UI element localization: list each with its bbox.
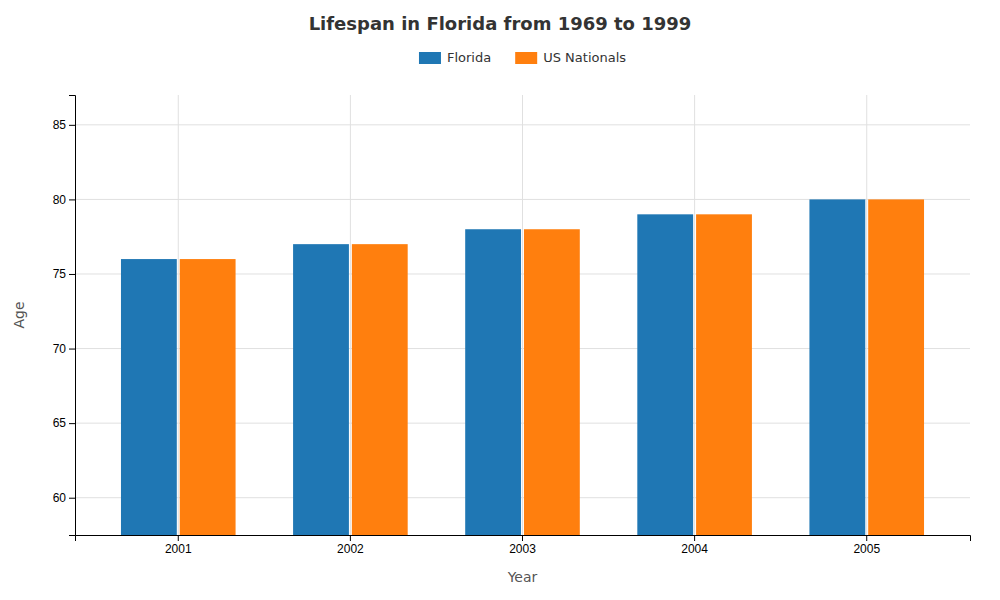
legend-item: Florida [419,50,491,65]
x-axis: 2001 2002 2003 2004 2005 [76,535,971,556]
x-tick-mark [522,535,523,541]
title: Lifespan in Florida from 1969 to 1999 [309,13,692,34]
x-tick: 2001 [165,535,192,556]
series [121,199,865,535]
bar [352,244,408,535]
x-axis-title: Year [507,569,538,585]
legend-item: US Nationals [515,50,626,65]
legend-swatch [419,52,441,64]
x-tick: 2005 [853,535,880,556]
bars [121,199,924,535]
bar [180,259,236,535]
y-tick-mark [69,125,75,126]
y-tick-label: 80 [53,193,67,207]
grid-line-x [350,95,351,535]
y-tick-mark [69,199,75,200]
x-tick-mark [350,535,351,541]
x-tick: 2002 [337,535,364,556]
legend-label: Florida [447,50,491,65]
y-tick-label: 60 [53,491,67,505]
bar [293,244,349,535]
y-axis: 60 65 70 75 80 85 [53,96,76,536]
bar [809,199,865,535]
y-tick: 65 [53,416,75,430]
y-tick-label: 85 [53,118,67,132]
grid [75,95,970,535]
x-tick-label: 2001 [165,542,192,556]
x-tick-label: 2004 [681,542,708,556]
bar [696,214,752,535]
x-tick-label: 2003 [509,542,536,556]
bar [465,229,521,535]
y-axis-line [69,96,76,536]
y-tick: 80 [53,193,75,207]
x-tick-mark [178,535,179,541]
plot: 60 65 70 75 80 85 2001 2002 2003 2004 2005 [53,95,971,556]
y-tick-mark [69,423,75,424]
y-tick-label: 70 [53,342,67,356]
bar [121,259,177,535]
bar [524,229,580,535]
y-tick-label: 65 [53,416,67,430]
y-tick-mark [69,349,75,350]
bar [868,199,924,535]
legend-swatch [515,52,537,64]
y-tick: 75 [53,267,75,281]
x-tick-label: 2002 [337,542,364,556]
grid-line-x [694,95,695,535]
x-tick-label: 2005 [853,542,880,556]
chart: Lifespan in Florida from 1969 to 1999606… [0,0,1000,600]
y-tick-mark [69,498,75,499]
y-tick-label: 75 [53,267,67,281]
legend-label: US Nationals [543,50,626,65]
grid-line-x [866,95,867,535]
x-tick: 2004 [681,535,708,556]
y-tick: 60 [53,491,75,505]
x-tick: 2003 [509,535,536,556]
x-tick-mark [866,535,867,541]
y-tick-mark [69,274,75,275]
series [180,199,924,535]
y-axis-title: Age [11,301,27,328]
grid-line-x [178,95,179,535]
y-tick: 85 [53,118,75,132]
bar [637,214,693,535]
grid-line-x [522,95,523,535]
x-axis-line [76,536,971,542]
legend: Florida US Nationals [419,50,626,65]
x-tick-mark [694,535,695,541]
y-tick: 70 [53,342,75,356]
